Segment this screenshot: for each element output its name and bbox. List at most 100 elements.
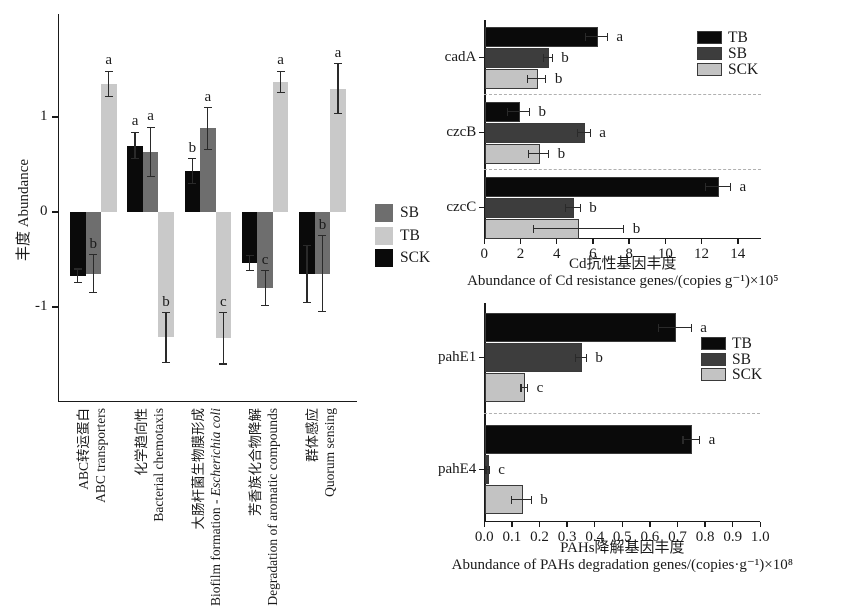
error-bar-line — [108, 71, 110, 97]
error-bar-cap — [485, 465, 487, 474]
error-bar-line — [543, 57, 553, 59]
error-bar-line — [485, 468, 490, 471]
error-bar-line — [249, 255, 251, 271]
error-bar-cap — [623, 224, 625, 233]
error-bar-cap — [146, 176, 155, 178]
y-tick-label: -1 — [35, 298, 48, 314]
error-bar-line — [528, 153, 549, 155]
x-tick — [593, 522, 596, 527]
y-tick — [479, 131, 485, 134]
error-bar-cap — [528, 149, 530, 158]
error-bar-line — [165, 312, 167, 363]
error-bar-cap — [729, 182, 732, 191]
category-label-en: ABC transporters — [92, 408, 108, 503]
error-bar-cap — [89, 254, 98, 256]
error-bar-cap — [527, 74, 529, 83]
error-bar-line — [321, 235, 324, 312]
error-bar-cap — [589, 128, 591, 137]
bar-sb-czcb — [485, 122, 585, 143]
error-bar-line — [191, 158, 193, 184]
sig-letter: a — [334, 44, 342, 61]
x-tick — [731, 522, 734, 527]
error-bar-cap — [162, 361, 171, 363]
error-bar-cap — [542, 53, 544, 62]
error-bar-cap — [606, 32, 608, 41]
sig-letter: a — [700, 319, 707, 336]
category-label-zh: ABC转运蛋白 — [76, 408, 92, 490]
category-label-en: Degradation of aromatic compounds — [264, 408, 280, 606]
sig-letter: c — [498, 461, 505, 478]
gene-label-pahe1: pahE1 — [437, 348, 477, 365]
error-bar-cap — [188, 158, 197, 160]
error-bar-line — [337, 63, 339, 114]
x-tick — [566, 522, 568, 527]
x-tick-label: 2 — [516, 246, 525, 262]
error-bar-cap — [551, 53, 553, 62]
cd-resistance-genes-chart: 0 2 4 6 8 10 12 14 cadA czcB czcC a b a b a b b b b TB SB SCK C… — [440, 0, 843, 295]
legend-item-sck: SCK — [701, 367, 781, 383]
x-tick-label: 8 — [625, 246, 633, 262]
error-bar-line — [705, 186, 731, 188]
sig-letter: b — [540, 491, 548, 508]
x-tick-label: 10 — [657, 246, 673, 262]
error-bar-line — [521, 386, 528, 389]
bar-sb-0 — [85, 212, 101, 274]
x-tick — [664, 239, 667, 244]
bar-sck-2 — [184, 171, 201, 212]
x-tick — [700, 239, 703, 244]
error-bar-cap — [507, 107, 509, 116]
sig-letter: b — [595, 349, 603, 366]
sig-letter: a — [105, 52, 113, 69]
legend-swatch — [375, 226, 393, 245]
x-axis-spine — [484, 237, 762, 239]
x-tick-label: 4 — [552, 246, 561, 262]
error-bar-cap — [203, 148, 212, 150]
x-tick — [555, 239, 558, 244]
bar-sck-4 — [299, 212, 315, 274]
y-tick — [479, 56, 485, 59]
sig-letter: b — [554, 70, 563, 87]
y-tick-label: 1 — [40, 108, 48, 124]
x-tick — [592, 239, 594, 244]
error-bar-cap — [547, 149, 550, 158]
sig-letter: a — [708, 431, 716, 448]
pahs-degradation-genes-chart: 0.0 0.1 0.2 0.3 0.4 0.5 0.6 0.7 0.8 0.9 1.0 pahE1 pa… — [438, 295, 843, 613]
x-tick — [538, 522, 541, 527]
legend-label: TB — [732, 335, 752, 352]
sig-letter: b — [632, 220, 641, 237]
error-bar-cap — [585, 32, 587, 41]
error-bar-cap — [89, 292, 98, 294]
legend-swatch — [375, 204, 393, 222]
functional-abundance-chart: 1 0 -1 丰度 Abundance a b b a a c b a b c a a ABC转运蛋白 ABC t… — [16, 14, 430, 606]
sig-letter: c — [220, 293, 227, 310]
sig-letter: b — [538, 103, 547, 120]
bar-sb-1 — [142, 152, 159, 212]
error-bar-cap — [162, 312, 171, 314]
error-bar-cap — [302, 301, 311, 303]
sig-letter: a — [616, 28, 624, 45]
error-bar-cap — [690, 323, 692, 332]
error-bar-cap — [530, 495, 532, 504]
error-bar-line — [92, 254, 94, 293]
sig-letter: c — [261, 251, 269, 268]
x-tick-label: 0.9 — [723, 529, 743, 545]
error-bar-cap — [698, 435, 701, 444]
category-label-en-italic: Escherichia coli — [207, 408, 223, 497]
x-tick — [737, 239, 739, 244]
category-label-en: Bacterial chemotaxis — [150, 408, 166, 522]
bar-tb-4 — [330, 88, 346, 212]
category-label-zh: 化学趋向性 — [133, 408, 149, 476]
group-separator — [484, 169, 762, 171]
y-axis-spine — [484, 303, 486, 522]
sig-letter: b — [557, 145, 566, 162]
error-bar-line — [134, 132, 136, 159]
group-separator — [484, 94, 762, 96]
error-bar-cap — [318, 311, 327, 313]
sig-letter: b — [589, 199, 597, 216]
gene-label-czcb: czcB — [446, 123, 477, 140]
legend-item-sb: SB — [697, 46, 777, 62]
bar-sck-3 — [241, 212, 258, 264]
x-axis-title-en: Abundance of PAHs degradation genes/(cop… — [451, 557, 793, 573]
legend-item-tb: TB — [701, 335, 781, 352]
bar-tb-0 — [101, 83, 117, 212]
